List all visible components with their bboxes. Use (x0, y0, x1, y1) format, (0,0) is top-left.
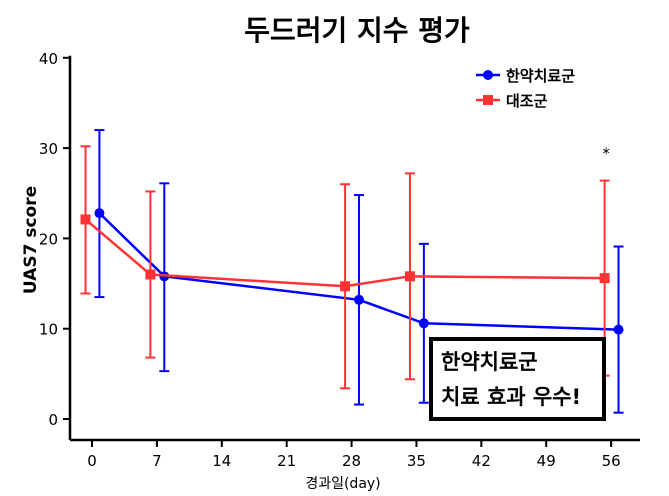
x-tick-label: 49 (537, 452, 556, 470)
data-point (80, 214, 91, 225)
y-axis-label: UAS7 score (21, 186, 41, 294)
callout-line-1: 한약치료군 (441, 350, 538, 374)
x-tick-label: 56 (602, 452, 621, 470)
x-tick-label: 21 (277, 452, 296, 470)
y-tick-label: 10 (39, 321, 58, 339)
y-tick-label: 20 (39, 230, 58, 248)
data-point (353, 294, 364, 305)
y-tick-label: 40 (39, 50, 58, 68)
x-tick-label: 28 (342, 452, 361, 470)
legend-marker (483, 95, 493, 105)
x-tick-label: 7 (152, 452, 162, 470)
data-point (599, 273, 610, 284)
data-point (418, 318, 429, 329)
chart-title: 두드러기 지수 평가 (244, 14, 470, 47)
data-point (404, 271, 415, 282)
callout-box: 한약치료군 치료 효과 우수! (429, 337, 606, 421)
y-tick-label: 30 (39, 140, 58, 158)
legend-marker (483, 70, 493, 80)
data-point (340, 281, 351, 292)
x-tick-label: 0 (87, 452, 97, 470)
x-tick-label: 35 (407, 452, 426, 470)
y-tick-label: 0 (48, 411, 58, 429)
x-tick-label: 14 (212, 452, 231, 470)
legend-label: 한약치료군 (506, 67, 575, 85)
legend-label: 대조군 (506, 92, 548, 110)
x-axis-label: 경과일(day) (305, 476, 380, 492)
callout-line-2: 치료 효과 우수! (441, 385, 581, 409)
significance-marker: * (602, 145, 610, 163)
data-point (613, 324, 624, 335)
data-point (145, 269, 156, 280)
x-tick-label: 42 (472, 452, 491, 470)
data-point (94, 208, 105, 219)
